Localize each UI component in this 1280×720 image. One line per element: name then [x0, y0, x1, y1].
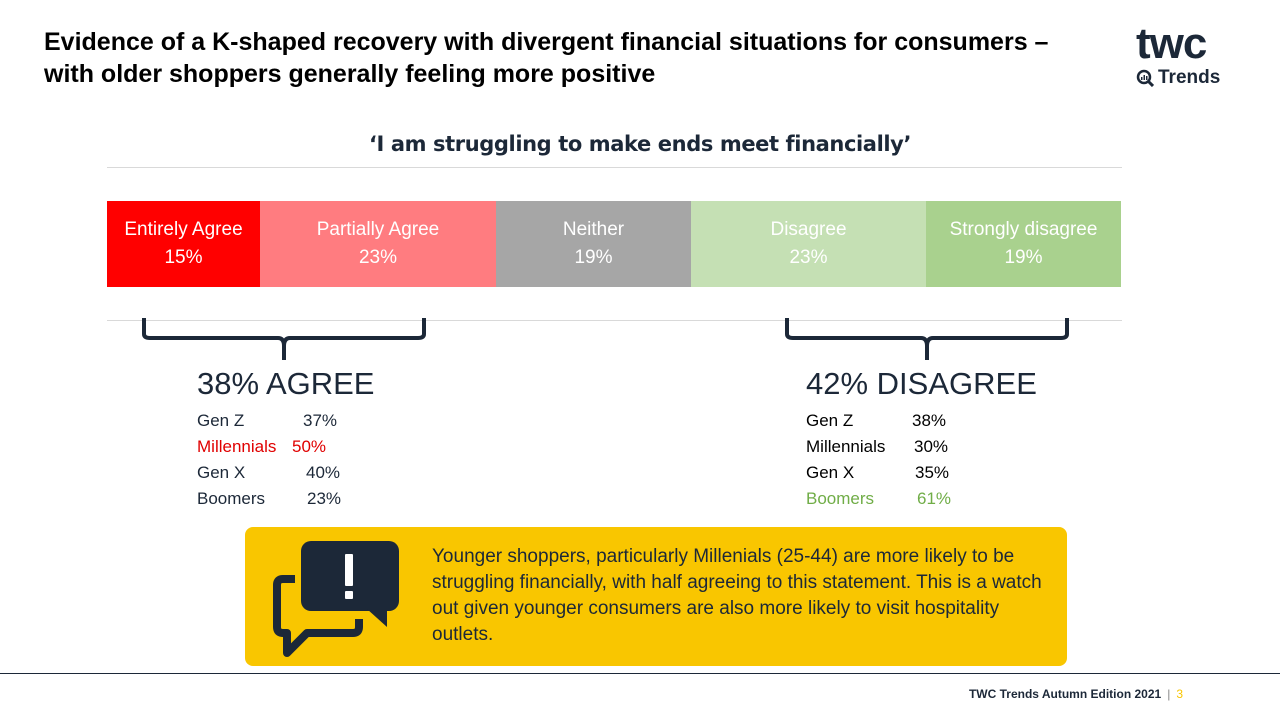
gen-label: Gen Z [197, 411, 245, 430]
disagree-brace [785, 318, 1069, 360]
gen-label: Boomers [806, 489, 875, 508]
agree-generations: Gen Z 37% Millennials 50% Gen X 40% Boomers… [197, 408, 341, 512]
insight-callout: Younger shoppers, particularly Millenial… [245, 527, 1067, 666]
segment-label: Neither [562, 219, 625, 240]
question-title: ‘I am struggling to make ends meet finan… [368, 132, 912, 156]
segment-label: Partially Agree [316, 219, 440, 240]
logo-wordmark: twc [1136, 19, 1207, 68]
gen-value: 35% [915, 463, 950, 482]
footer-separator: | [1167, 687, 1171, 701]
gen-value: 61% [917, 489, 952, 508]
agree-headline: 38% AGREE [197, 366, 375, 401]
footer-text: TWC Trends Autumn Edition 2021 [968, 687, 1162, 701]
generation-row: Millennials 50% [197, 434, 341, 460]
generation-row: Gen Z 38% [806, 408, 951, 434]
generation-row: Boomers 23% [197, 486, 341, 512]
segment-label: Strongly disagree [949, 219, 1098, 240]
footer: TWC Trends Autumn Edition 2021 | 3 [969, 687, 1183, 701]
gen-label: Gen X [806, 463, 855, 482]
gen-label: Boomers [197, 489, 266, 508]
segment-strongly-disagree: Strongly disagree 19% [926, 201, 1121, 287]
gen-label: Gen Z [806, 411, 854, 430]
disagree-generations: Gen Z 38% Millennials 30% Gen X 35% Boomers… [806, 408, 951, 512]
segment-label: Disagree [770, 219, 847, 240]
segment-value: 23% [789, 247, 828, 268]
generation-row: Gen X 40% [197, 460, 341, 486]
divider [107, 320, 1122, 321]
generation-row: Gen X 35% [806, 460, 951, 486]
gen-value: 23% [307, 489, 342, 508]
gen-label: Millennials [197, 437, 277, 456]
twc-logo: twc Trends [1136, 19, 1256, 90]
gen-value: 38% [912, 411, 947, 430]
generation-row: Millennials 30% [806, 434, 951, 460]
gen-value: 50% [292, 437, 327, 456]
magnifier-chart-icon [1136, 69, 1154, 87]
gen-label: Millennials [806, 437, 886, 456]
segment-partially-agree: Partially Agree 23% [260, 201, 496, 287]
segment-value: 19% [1004, 247, 1043, 268]
segment-entirely-agree: Entirely Agree 15% [107, 201, 260, 287]
disagree-headline: 42% DISAGREE [806, 366, 1037, 401]
segment-value: 15% [164, 247, 203, 268]
gen-value: 40% [306, 463, 341, 482]
segment-value: 23% [358, 247, 398, 268]
gen-value: 37% [303, 411, 338, 430]
segment-disagree: Disagree 23% [691, 201, 926, 287]
segment-value: 19% [574, 247, 613, 268]
generation-row: Gen Z 37% [197, 408, 341, 434]
logo-subtitle: Trends [1158, 67, 1221, 88]
callout-text: Younger shoppers, particularly Millenial… [432, 546, 1042, 645]
generation-row: Boomers 61% [806, 486, 951, 512]
page-number: 3 [1176, 687, 1183, 701]
segment-label: Entirely Agree [124, 219, 243, 240]
divider [107, 167, 1122, 168]
speech-bubbles-alert-icon [273, 541, 399, 657]
agree-brace [142, 318, 426, 360]
response-bar: Entirely Agree 15% Partially Agree 23% Nei… [107, 201, 1121, 287]
gen-value: 30% [914, 437, 949, 456]
footer-divider [0, 673, 1280, 674]
gen-label: Gen X [197, 463, 246, 482]
slide-title: Evidence of a K-shaped recovery with div… [44, 28, 1049, 88]
segment-neither: Neither 19% [496, 201, 691, 287]
